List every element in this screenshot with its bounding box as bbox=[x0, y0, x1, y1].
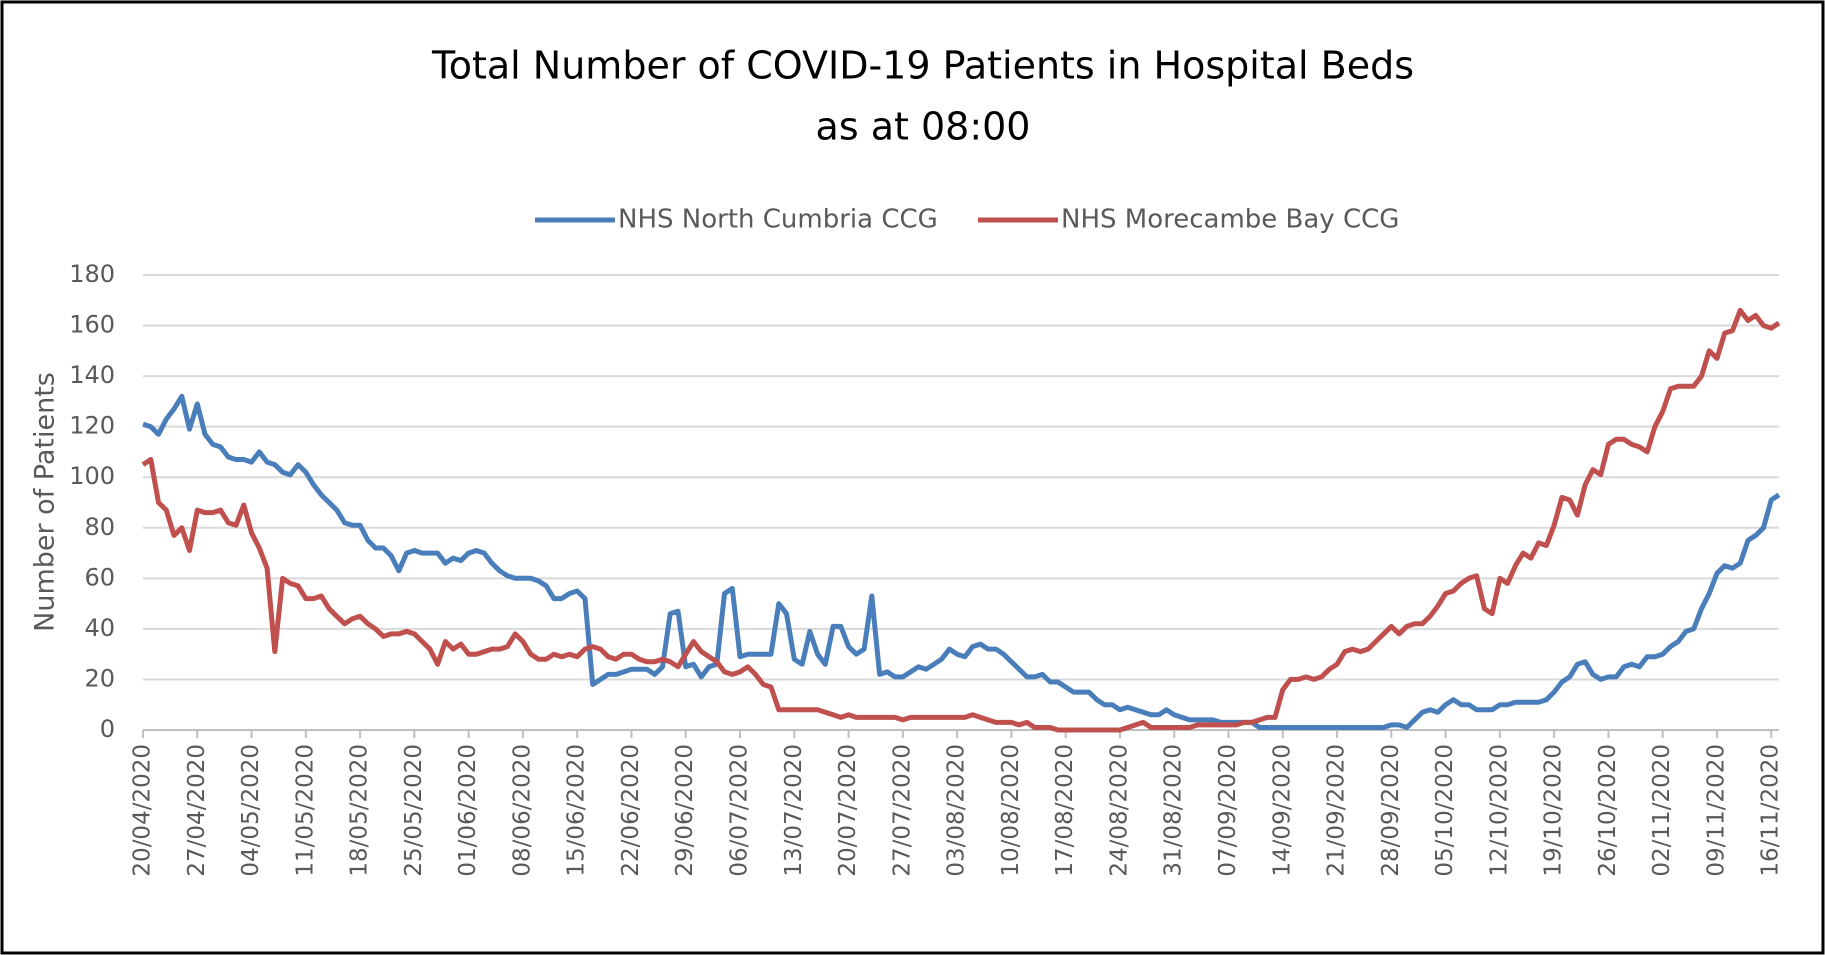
y-tick-label: 20 bbox=[84, 664, 115, 692]
x-tick-label: 20/07/2020 bbox=[835, 744, 861, 877]
x-tick-label: 24/08/2020 bbox=[1106, 744, 1132, 877]
x-tick-label: 27/04/2020 bbox=[184, 744, 210, 877]
x-tick-label: 25/05/2020 bbox=[401, 744, 427, 877]
data-line bbox=[141, 307, 1781, 733]
y-tick-label: 120 bbox=[69, 412, 115, 440]
y-axis-label: Number of Patients bbox=[30, 372, 61, 632]
y-tick-label: 160 bbox=[69, 311, 115, 339]
y-tick-label: 100 bbox=[69, 462, 115, 490]
x-tick-label: 06/07/2020 bbox=[727, 744, 753, 877]
x-tick-label: 28/09/2020 bbox=[1378, 744, 1404, 877]
y-tick-label: 0 bbox=[100, 715, 115, 743]
x-tick-label: 29/06/2020 bbox=[672, 744, 698, 877]
x-tick-label: 09/11/2020 bbox=[1703, 744, 1729, 877]
x-tick-label: 26/10/2020 bbox=[1595, 744, 1621, 877]
x-tick-label: 13/07/2020 bbox=[781, 744, 807, 877]
x-tick-label: 22/06/2020 bbox=[618, 744, 644, 877]
x-tick-label: 18/05/2020 bbox=[347, 744, 373, 877]
y-tick-label: 180 bbox=[69, 260, 115, 288]
chart-subtitle: as at 08:00 bbox=[816, 105, 1031, 149]
x-tick-label: 08/06/2020 bbox=[509, 744, 535, 877]
legend-label: NHS North Cumbria CCG bbox=[618, 205, 938, 235]
x-tick-label: 04/05/2020 bbox=[238, 744, 264, 877]
x-tick-label: 07/09/2020 bbox=[1215, 744, 1241, 877]
x-tick-label: 16/11/2020 bbox=[1758, 744, 1784, 877]
x-tick-label: 17/08/2020 bbox=[1052, 744, 1078, 877]
x-tick-label: 21/09/2020 bbox=[1324, 744, 1350, 877]
y-tick-label: 40 bbox=[84, 614, 115, 642]
y-tick-label: 80 bbox=[84, 513, 115, 541]
x-tick-label: 19/10/2020 bbox=[1541, 744, 1567, 877]
legend-label: NHS Morecambe Bay CCG bbox=[1061, 205, 1399, 235]
x-tick-label: 03/08/2020 bbox=[944, 744, 970, 877]
y-tick-label: 140 bbox=[69, 361, 115, 389]
x-tick-label: 14/09/2020 bbox=[1269, 744, 1295, 877]
chart-title: Total Number of COVID-19 Patients in Hos… bbox=[431, 44, 1414, 88]
y-tick-label: 60 bbox=[84, 563, 115, 591]
x-tick-label: 27/07/2020 bbox=[889, 744, 915, 877]
x-tick-label: 10/08/2020 bbox=[998, 744, 1024, 877]
x-tick-label: 15/06/2020 bbox=[564, 744, 590, 877]
x-tick-label: 12/10/2020 bbox=[1486, 744, 1512, 877]
data-line bbox=[142, 393, 1781, 730]
x-tick-label: 05/10/2020 bbox=[1432, 744, 1458, 877]
x-tick-label: 11/05/2020 bbox=[292, 744, 318, 877]
x-tick-label: 31/08/2020 bbox=[1161, 744, 1187, 877]
x-tick-label: 02/11/2020 bbox=[1649, 744, 1675, 877]
x-tick-label: 20/04/2020 bbox=[130, 744, 156, 877]
x-tick-label: 01/06/2020 bbox=[455, 744, 481, 877]
